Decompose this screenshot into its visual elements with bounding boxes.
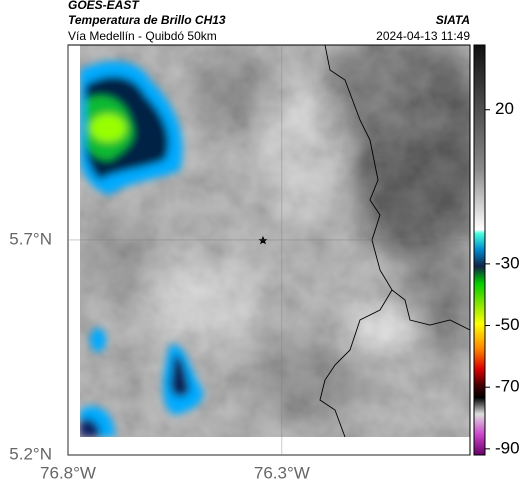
- colorbar-tick-label: 20: [495, 99, 514, 118]
- colorbar-tick-label: -70: [495, 377, 520, 396]
- title: Temperatura de Brillo CH13: [68, 13, 226, 27]
- timestamp: 2024-04-13 11:49: [376, 29, 470, 43]
- lon-tick-label: 76.8°W: [40, 463, 96, 482]
- colorbar: [473, 44, 486, 456]
- colorbar-tick-label: -50: [495, 315, 520, 334]
- satellite-image: [80, 45, 470, 437]
- colorbar-tick-label: -30: [495, 253, 520, 272]
- axes: 76.8°W 76.3°W 5.7°N 5.2°N 20 -30 -50 -70 -90: [9, 45, 520, 482]
- source: GOES-EAST: [68, 0, 140, 12]
- agency: SIATA: [436, 13, 470, 27]
- subtitle: Vía Medellín - Quibdó 50km: [68, 29, 217, 43]
- colorbar-tick-label: -90: [495, 438, 520, 457]
- lat-tick-label: 5.7°N: [9, 229, 52, 248]
- lat-tick-label: 5.2°N: [9, 444, 52, 463]
- lon-tick-label: 76.3°W: [254, 463, 310, 482]
